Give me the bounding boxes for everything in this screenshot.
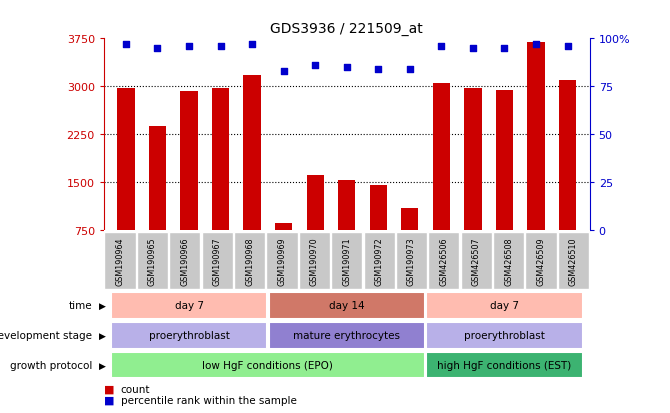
Bar (149, 127, 166, 231)
Bar (433, 84, 450, 231)
Text: growth protocol: growth protocol (10, 360, 92, 370)
Bar (117, 88, 135, 231)
Text: GSM190967: GSM190967 (212, 237, 222, 285)
Text: day 14: day 14 (329, 301, 364, 311)
Text: GSM426510: GSM426510 (569, 237, 578, 285)
Bar (105, 232, 135, 290)
Text: proerythroblast: proerythroblast (149, 330, 229, 340)
Bar (426, 352, 583, 378)
Point (184, 44, 194, 50)
Text: ▶: ▶ (99, 361, 106, 370)
Text: day 7: day 7 (174, 301, 204, 311)
Text: time: time (69, 301, 92, 311)
Bar (269, 322, 425, 349)
Text: mature erythrocytes: mature erythrocytes (293, 330, 400, 340)
Text: development stage: development stage (0, 330, 92, 340)
Bar (525, 232, 557, 290)
Point (468, 45, 478, 52)
Bar (370, 185, 387, 231)
Point (405, 66, 415, 73)
Point (121, 42, 131, 48)
Title: GDS3936 / 221509_at: GDS3936 / 221509_at (271, 21, 423, 36)
Bar (493, 232, 524, 290)
Bar (202, 232, 232, 290)
Text: ■: ■ (104, 384, 115, 394)
Text: GSM190968: GSM190968 (245, 237, 254, 285)
Point (152, 45, 163, 52)
Point (531, 42, 541, 48)
Bar (527, 43, 545, 231)
Point (310, 63, 320, 69)
Bar (496, 90, 513, 231)
Bar (180, 92, 198, 231)
Bar (331, 232, 362, 290)
Bar (401, 209, 419, 231)
Text: GSM190971: GSM190971 (342, 237, 351, 285)
Point (278, 69, 289, 75)
Text: ■: ■ (104, 395, 115, 405)
Text: GSM190969: GSM190969 (277, 237, 287, 285)
Text: high HgF conditions (EST): high HgF conditions (EST) (438, 360, 572, 370)
Bar (461, 232, 492, 290)
Point (436, 44, 447, 50)
Text: GSM190970: GSM190970 (310, 237, 319, 285)
Point (373, 66, 384, 73)
Bar (306, 175, 324, 231)
Text: GSM190964: GSM190964 (115, 237, 125, 285)
Bar (234, 232, 265, 290)
Text: low HgF conditions (EPO): low HgF conditions (EPO) (202, 360, 333, 370)
Text: GSM426509: GSM426509 (537, 237, 545, 285)
Text: ▶: ▶ (99, 331, 106, 340)
Point (342, 65, 352, 71)
Point (247, 42, 257, 48)
Bar (243, 76, 261, 231)
Text: proerythroblast: proerythroblast (464, 330, 545, 340)
Bar (338, 180, 355, 231)
Bar (426, 292, 583, 319)
Bar (111, 352, 425, 378)
Text: percentile rank within the sample: percentile rank within the sample (121, 395, 297, 405)
Text: GSM426508: GSM426508 (504, 237, 513, 285)
Text: GSM190965: GSM190965 (148, 237, 157, 285)
Bar (396, 232, 427, 290)
Bar (559, 81, 576, 231)
Bar (428, 232, 460, 290)
Text: count: count (121, 384, 150, 394)
Bar (137, 232, 168, 290)
Bar (170, 232, 200, 290)
Bar (111, 322, 267, 349)
Bar (111, 292, 267, 319)
Bar (299, 232, 330, 290)
Bar (558, 232, 589, 290)
Text: ▶: ▶ (99, 301, 106, 310)
Bar (275, 223, 292, 231)
Text: GSM190973: GSM190973 (407, 237, 416, 285)
Text: day 7: day 7 (490, 301, 519, 311)
Bar (364, 232, 395, 290)
Point (215, 44, 226, 50)
Bar (269, 292, 425, 319)
Bar (426, 322, 583, 349)
Point (562, 44, 573, 50)
Text: GSM426507: GSM426507 (472, 237, 481, 285)
Bar (212, 88, 229, 231)
Text: GSM190972: GSM190972 (375, 237, 384, 285)
Text: GSM426506: GSM426506 (440, 237, 448, 285)
Bar (267, 232, 297, 290)
Point (499, 45, 510, 52)
Bar (464, 88, 482, 231)
Text: GSM190966: GSM190966 (180, 237, 190, 285)
